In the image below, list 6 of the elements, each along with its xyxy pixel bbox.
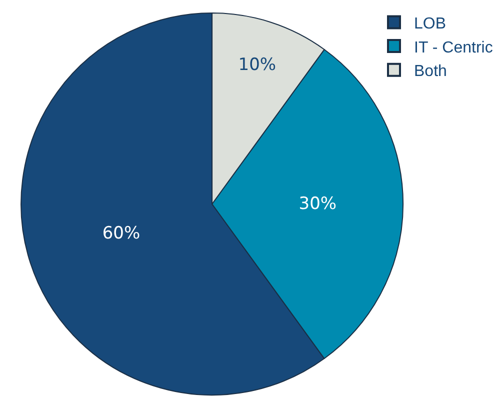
legend-label: LOB xyxy=(414,16,446,32)
legend-label: IT - Centric xyxy=(414,39,493,56)
data-label: 60% xyxy=(102,224,140,244)
data-label: 10% xyxy=(238,55,276,76)
data-label: 30% xyxy=(298,194,337,214)
legend-label: Both xyxy=(414,63,447,80)
